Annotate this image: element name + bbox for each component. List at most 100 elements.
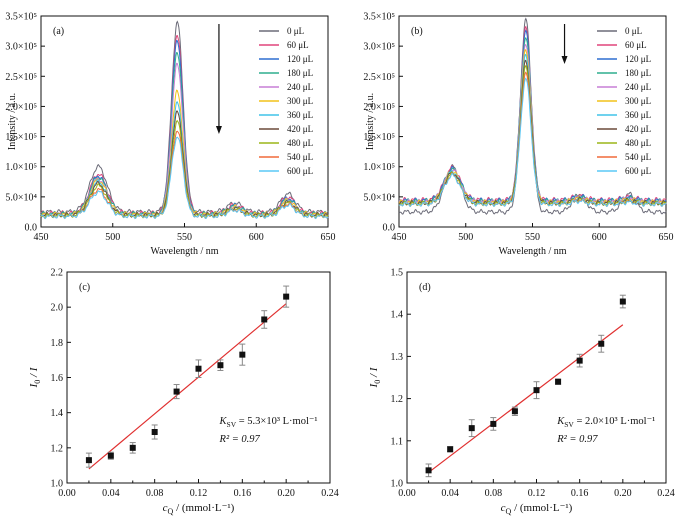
data-point-2-1 (107, 452, 114, 459)
x-tick-label: 0.12 (190, 488, 208, 499)
x-tick-label: 0.04 (441, 488, 459, 499)
y-tick-label: 1.5 (391, 268, 404, 279)
x-tick-label: 0.16 (234, 488, 252, 499)
x-tick-label: 600 (592, 232, 607, 243)
series-line-1-10 (398, 77, 667, 208)
y-tick-label: 2.0×10⁵ (363, 102, 395, 113)
legend-entry: 540 μL (287, 152, 313, 162)
data-point-3-2 (468, 425, 475, 432)
legend-entry: 420 μL (625, 124, 651, 134)
x-tick-label: 0.12 (528, 488, 546, 499)
legend-entry: 240 μL (625, 82, 651, 92)
x-tick-label: 0.04 (102, 488, 120, 499)
data-point-2-2 (129, 444, 136, 451)
x-tick-label: 500 (105, 232, 120, 243)
legend-entry: 480 μL (625, 138, 651, 148)
data-point-3-9 (619, 298, 626, 305)
legend-entry: 300 μL (625, 96, 651, 106)
x-tick-label: 0.08 (146, 488, 164, 499)
y-tick-label: 3.0×10⁵ (5, 42, 37, 53)
y-tick-label: 5.0×10⁴ (363, 192, 395, 203)
x-tick-label: 0.24 (657, 488, 675, 499)
legend-entry: 0 μL (625, 26, 642, 36)
data-point-3-8 (598, 340, 605, 347)
data-point-2-8 (261, 316, 268, 323)
data-point-3-6 (555, 378, 562, 385)
y-tick-label: 2.0 (51, 303, 64, 314)
y-tick-label: 0.0 (383, 223, 396, 234)
legend-entry: 480 μL (287, 138, 313, 148)
y-tick-label: 1.4 (51, 408, 64, 419)
y-tick-label: 1.4 (391, 310, 404, 321)
y-tick-label: 2.2 (51, 268, 64, 279)
x-tick-label: 0.20 (614, 488, 632, 499)
r2-annotation: R² = 0.97 (219, 434, 261, 445)
data-point-3-7 (576, 357, 583, 364)
series-line-0-4 (40, 62, 328, 218)
data-point-3-5 (533, 387, 540, 394)
y-tick-label: 1.5×10⁵ (363, 132, 395, 143)
data-point-2-7 (239, 351, 246, 358)
series-line-0-0 (40, 20, 329, 215)
x-tick-label: 550 (177, 232, 192, 243)
data-point-3-4 (511, 408, 518, 415)
x-axis-label: cQ / (mmol·L⁻¹) (501, 502, 573, 516)
x-tick-label: 550 (525, 232, 540, 243)
ksv-annotation: KSV = 5.3×10³ L·mol⁻¹ (219, 416, 318, 429)
y-tick-label: 1.5×10⁵ (5, 132, 37, 143)
series-line-0-10 (41, 136, 329, 220)
y-tick-label: 1.0×10⁵ (5, 162, 37, 173)
legend-entry: 120 μL (287, 54, 313, 64)
fit-line-2 (88, 303, 287, 470)
y-axis-label: Intensity / a.u. (365, 93, 376, 150)
legend-entry: 60 μL (287, 40, 309, 50)
y-tick-label: 2.0×10⁵ (5, 102, 37, 113)
r2-annotation: R² = 0.97 (556, 434, 598, 445)
y-tick-label: 1.1 (391, 436, 404, 447)
legend-entry: 360 μL (625, 110, 651, 120)
y-tick-label: 1.6 (51, 373, 64, 384)
legend-entry: 300 μL (287, 96, 313, 106)
y-tick-label: 1.0 (391, 479, 404, 490)
y-tick-label: 5.0×10⁴ (5, 192, 37, 203)
y-tick-label: 3.5×10⁵ (363, 12, 395, 23)
y-tick-label: 1.3 (391, 352, 404, 363)
series-line-0-2 (40, 40, 328, 217)
y-tick-label: 2.5×10⁵ (5, 72, 37, 83)
y-tick-label: 1.8 (51, 338, 64, 349)
x-tick-label: 0.16 (571, 488, 589, 499)
fit-line-3 (428, 324, 624, 473)
x-tick-label: 0.08 (485, 488, 503, 499)
data-point-2-5 (195, 365, 202, 372)
x-tick-label: 500 (458, 232, 473, 243)
arrow-head-0 (215, 126, 222, 134)
data-point-3-0 (425, 467, 432, 474)
x-axis-label: Wavelength / nm (150, 246, 218, 257)
y-tick-label: 1.2 (391, 394, 404, 405)
data-point-2-3 (151, 429, 158, 436)
y-tick-label: 1.2 (51, 443, 64, 454)
y-axis-label: I0 / I (368, 366, 382, 388)
legend-entry: 420 μL (287, 124, 313, 134)
y-axis-label: I0 / I (28, 366, 42, 388)
panel-label: (c) (79, 282, 90, 293)
x-axis-label: cQ / (mmol·L⁻¹) (163, 502, 235, 516)
legend-entry: 600 μL (625, 166, 651, 176)
x-tick-label: 0.24 (321, 488, 339, 499)
x-tick-label: 450 (392, 232, 407, 243)
legend-entry: 120 μL (625, 54, 651, 64)
plot-frame-3 (406, 271, 667, 484)
x-axis-label: Wavelength / nm (498, 246, 566, 257)
x-tick-label: 0.00 (58, 488, 76, 499)
legend-entry: 180 μL (287, 68, 313, 78)
x-tick-label: 650 (659, 232, 674, 243)
panel-label: (a) (53, 26, 64, 37)
y-tick-label: 0.0 (25, 223, 38, 234)
y-axis-label: Intensity / a.u. (7, 93, 18, 150)
data-point-2-6 (217, 362, 224, 369)
legend-entry: 240 μL (287, 82, 313, 92)
legend-entry: 180 μL (625, 68, 651, 78)
panel-label: (d) (419, 282, 431, 293)
data-point-2-0 (85, 457, 92, 464)
